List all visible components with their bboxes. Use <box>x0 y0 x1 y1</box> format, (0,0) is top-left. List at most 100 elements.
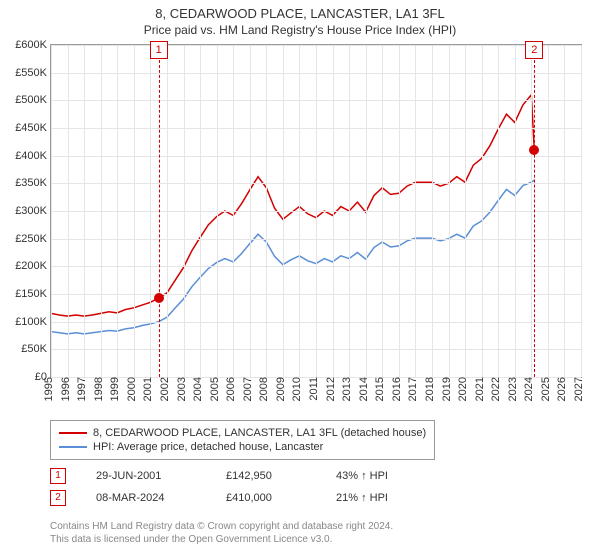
x-tick-label: 2024 <box>519 377 535 401</box>
grid-line-v <box>498 45 499 377</box>
x-tick-label: 1995 <box>39 377 55 401</box>
grid-line-v <box>101 45 102 377</box>
x-tick-label: 2009 <box>271 377 287 401</box>
grid-line-v <box>548 45 549 377</box>
x-tick-label: 2000 <box>122 377 138 401</box>
x-tick-label: 2001 <box>138 377 154 401</box>
legend-label: HPI: Average price, detached house, Lanc… <box>93 441 323 453</box>
y-tick-label: £150K <box>15 288 51 300</box>
x-tick-label: 2022 <box>486 377 502 401</box>
x-tick-label: 1997 <box>72 377 88 401</box>
x-tick-label: 2026 <box>552 377 568 401</box>
legend-row: HPI: Average price, detached house, Lanc… <box>59 441 426 453</box>
grid-line-v <box>217 45 218 377</box>
x-tick-label: 2015 <box>370 377 386 401</box>
y-tick-label: £250K <box>15 233 51 245</box>
grid-line-v <box>250 45 251 377</box>
y-tick-label: £500K <box>15 94 51 106</box>
grid-line-v <box>465 45 466 377</box>
x-tick-label: 2013 <box>337 377 353 401</box>
title-main: 8, CEDARWOOD PLACE, LANCASTER, LA1 3FL <box>0 6 600 21</box>
y-tick-label: £100K <box>15 316 51 328</box>
sales-table: 1 29-JUN-2001 £142,950 43% ↑ HPI 2 08-MAR-202… <box>50 462 426 512</box>
footnote-line: This data is licensed under the Open Gov… <box>50 533 393 546</box>
y-tick-label: £400K <box>15 150 51 162</box>
grid-line-v <box>184 45 185 377</box>
x-tick-label: 2019 <box>436 377 452 401</box>
grid-line-v <box>266 45 267 377</box>
titles: 8, CEDARWOOD PLACE, LANCASTER, LA1 3FL P… <box>0 0 600 37</box>
grid-line-v <box>432 45 433 377</box>
grid-line-v <box>449 45 450 377</box>
y-tick-label: £600K <box>15 39 51 51</box>
y-tick-label: £300K <box>15 205 51 217</box>
x-tick-label: 2018 <box>420 377 436 401</box>
grid-line-v <box>134 45 135 377</box>
sale-date: 08-MAR-2024 <box>96 492 196 504</box>
x-tick-label: 2005 <box>204 377 220 401</box>
grid-line-v <box>366 45 367 377</box>
sale-marker: 1 <box>50 468 66 484</box>
x-tick-label: 2027 <box>569 377 585 401</box>
event-dot <box>154 293 164 303</box>
grid-line-v <box>399 45 400 377</box>
x-tick-label: 2002 <box>155 377 171 401</box>
x-tick-label: 2014 <box>353 377 369 401</box>
sale-pct: 43% ↑ HPI <box>336 470 426 482</box>
legend-row: 8, CEDARWOOD PLACE, LANCASTER, LA1 3FL (… <box>59 427 426 439</box>
event-marker: 2 <box>525 41 543 59</box>
grid-line-v <box>531 45 532 377</box>
legend-swatch <box>59 446 87 448</box>
title-sub: Price paid vs. HM Land Registry's House … <box>0 23 600 37</box>
grid-line-v <box>415 45 416 377</box>
x-tick-label: 1999 <box>105 377 121 401</box>
grid-line-v <box>482 45 483 377</box>
grid-line-v <box>515 45 516 377</box>
event-marker: 1 <box>150 41 168 59</box>
grid-line-v <box>299 45 300 377</box>
sale-marker: 2 <box>50 490 66 506</box>
grid-line-v <box>117 45 118 377</box>
legend: 8, CEDARWOOD PLACE, LANCASTER, LA1 3FL (… <box>50 420 435 460</box>
grid-line-v <box>200 45 201 377</box>
legend-label: 8, CEDARWOOD PLACE, LANCASTER, LA1 3FL (… <box>93 427 426 439</box>
sale-price: £142,950 <box>226 470 306 482</box>
sale-row: 2 08-MAR-2024 £410,000 21% ↑ HPI <box>50 490 426 506</box>
grid-line-v <box>150 45 151 377</box>
x-tick-label: 2008 <box>254 377 270 401</box>
sale-price: £410,000 <box>226 492 306 504</box>
grid-line-v <box>84 45 85 377</box>
x-tick-label: 2012 <box>320 377 336 401</box>
x-tick-label: 1998 <box>88 377 104 401</box>
grid-line-v <box>233 45 234 377</box>
grid-line-v <box>581 45 582 377</box>
grid-line-v <box>68 45 69 377</box>
sale-date: 29-JUN-2001 <box>96 470 196 482</box>
y-tick-label: £50K <box>21 343 51 355</box>
x-tick-label: 2017 <box>403 377 419 401</box>
x-tick-label: 2007 <box>238 377 254 401</box>
y-tick-label: £200K <box>15 260 51 272</box>
x-tick-label: 2006 <box>221 377 237 401</box>
x-tick-label: 2016 <box>387 377 403 401</box>
legend-swatch <box>59 432 87 434</box>
y-tick-label: £450K <box>15 122 51 134</box>
x-tick-label: 2021 <box>469 377 485 401</box>
grid-line-v <box>382 45 383 377</box>
y-tick-label: £350K <box>15 177 51 189</box>
x-tick-label: 2025 <box>536 377 552 401</box>
x-tick-label: 2003 <box>171 377 187 401</box>
sale-pct: 21% ↑ HPI <box>336 492 426 504</box>
chart-container: 8, CEDARWOOD PLACE, LANCASTER, LA1 3FL P… <box>0 0 600 560</box>
x-tick-label: 1996 <box>55 377 71 401</box>
x-tick-label: 2011 <box>304 377 320 401</box>
y-tick-label: £550K <box>15 67 51 79</box>
grid-line-v <box>333 45 334 377</box>
grid-line-v <box>349 45 350 377</box>
grid-line-v <box>316 45 317 377</box>
footnote-line: Contains HM Land Registry data © Crown c… <box>50 520 393 533</box>
x-tick-label: 2023 <box>503 377 519 401</box>
grid-line-v <box>167 45 168 377</box>
grid-line-v <box>283 45 284 377</box>
x-tick-label: 2010 <box>287 377 303 401</box>
